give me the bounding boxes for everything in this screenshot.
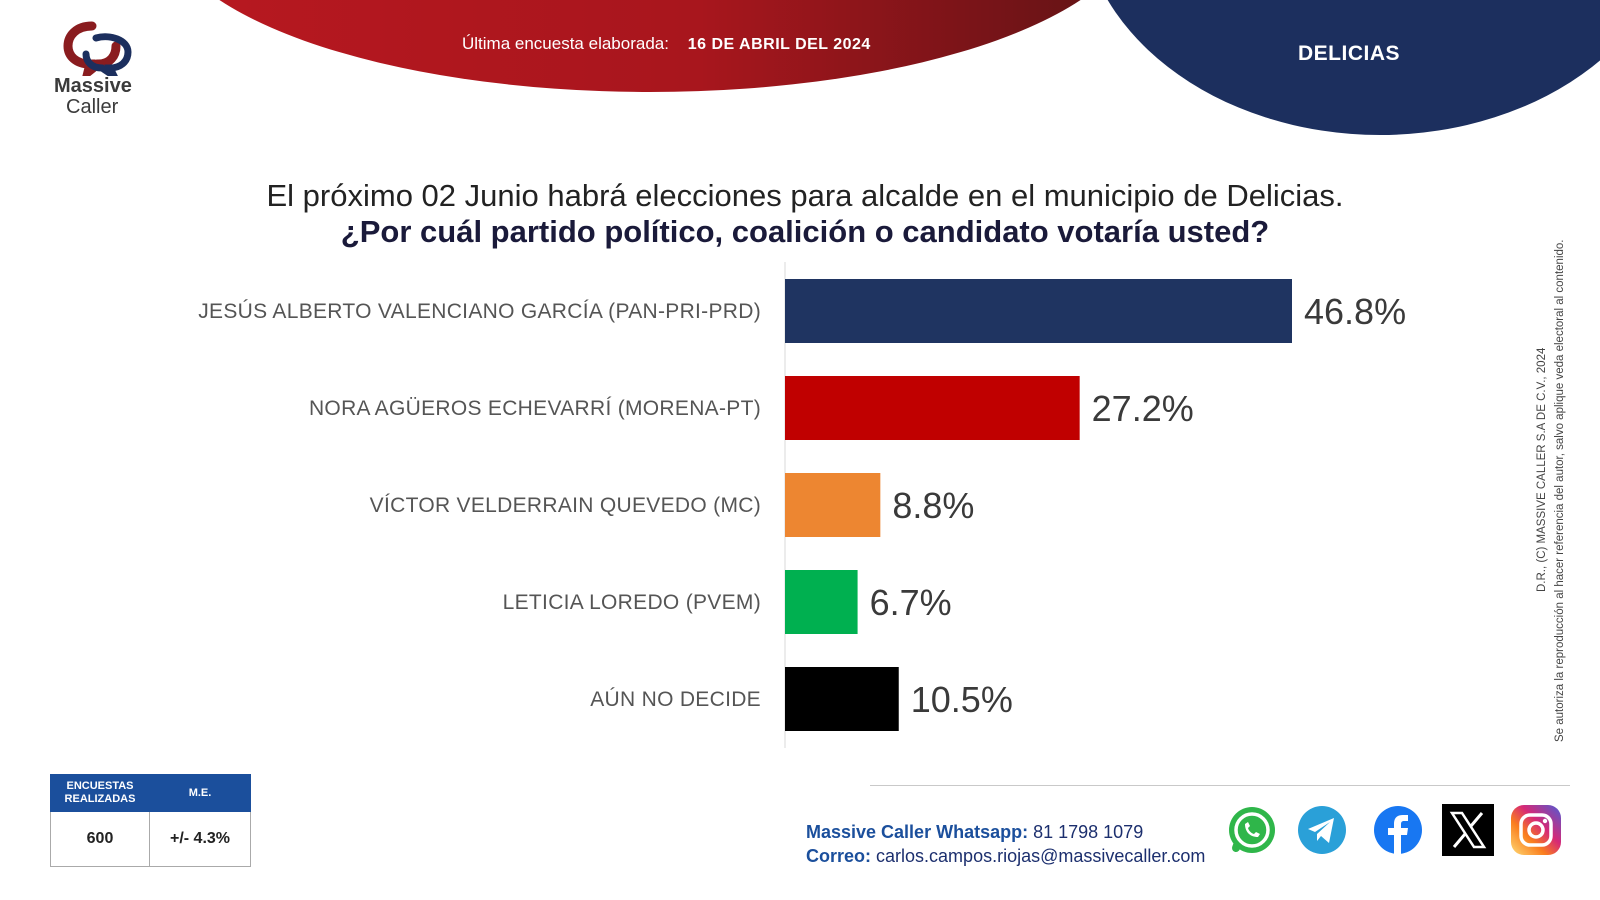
logo-word-caller: Caller bbox=[66, 96, 119, 118]
value-label-2: 8.8% bbox=[892, 485, 974, 526]
stats-header-surveys: ENCUESTAS REALIZADAS bbox=[50, 774, 150, 812]
stats-margin-value: +/- 4.3% bbox=[149, 811, 251, 867]
footer-divider bbox=[870, 785, 1570, 786]
disclaimer-line-1: D.R., (C) MASSIVE CALLER S.A DE C.V., 20… bbox=[1536, 347, 1548, 592]
contact-email: Correo: carlos.campos.riojas@massivecall… bbox=[806, 844, 1205, 868]
stats-header-margin: M.E. bbox=[149, 774, 251, 812]
value-label-3: 6.7% bbox=[870, 582, 952, 623]
survey-date: Última encuesta elaborada: 16 DE ABRIL D… bbox=[462, 34, 871, 54]
copyright-disclaimer: D.R., (C) MASSIVE CALLER S.A DE C.V., 20… bbox=[1536, 182, 1566, 742]
survey-date-label: Última encuesta elaborada: bbox=[462, 34, 669, 53]
stats-surveys-value: 600 bbox=[50, 811, 150, 867]
x-icon[interactable] bbox=[1442, 804, 1494, 856]
city-name: DELICIAS bbox=[1298, 42, 1401, 65]
bar-3 bbox=[785, 570, 858, 634]
logo-mark-icon bbox=[63, 21, 132, 76]
whatsapp-label: Massive Caller Whatsapp: bbox=[806, 822, 1029, 842]
logo-word-massive: Massive bbox=[54, 75, 132, 97]
category-label-4: AÚN NO DECIDE bbox=[590, 688, 761, 711]
whatsapp-number: 81 1798 1079 bbox=[1033, 822, 1144, 842]
value-label-0: 46.8% bbox=[1304, 291, 1406, 332]
telegram-icon[interactable] bbox=[1296, 804, 1348, 856]
instagram-icon[interactable] bbox=[1510, 804, 1562, 856]
disclaimer-line-2: Se autoriza la reproducción al hacer ref… bbox=[1554, 239, 1566, 742]
bar-1 bbox=[785, 376, 1080, 440]
category-label-1: NORA AGÜEROS ECHEVARRÍ (MORENA-PT) bbox=[309, 397, 761, 420]
category-label-0: JESÚS ALBERTO VALENCIANO GARCÍA (PAN-PRI… bbox=[198, 300, 761, 323]
email-label: Correo: bbox=[806, 846, 872, 866]
bar-4 bbox=[785, 667, 899, 731]
facebook-icon[interactable] bbox=[1372, 804, 1424, 856]
category-label-2: VÍCTOR VELDERRAIN QUEVEDO (MC) bbox=[370, 494, 761, 517]
question-line-1: El próximo 02 Junio habrá elecciones par… bbox=[266, 178, 1344, 213]
bar-2 bbox=[785, 473, 881, 537]
value-label-4: 10.5% bbox=[911, 679, 1013, 720]
value-label-1: 27.2% bbox=[1092, 388, 1194, 429]
question-line-2: ¿Por cuál partido político, coalición o … bbox=[340, 214, 1270, 249]
survey-date-value: 16 DE ABRIL DEL 2024 bbox=[687, 36, 871, 53]
bar-0 bbox=[785, 279, 1292, 343]
survey-stats-table: ENCUESTAS REALIZADAS M.E. 600 +/- 4.3% bbox=[50, 774, 251, 867]
whatsapp-icon[interactable] bbox=[1226, 804, 1278, 856]
massive-caller-logo: Massive Caller bbox=[46, 16, 156, 126]
category-label-3: LETICIA LOREDO (PVEM) bbox=[503, 591, 761, 614]
contact-whatsapp: Massive Caller Whatsapp: 81 1798 1079 bbox=[806, 820, 1205, 844]
contact-info: Massive Caller Whatsapp: 81 1798 1079 Co… bbox=[806, 820, 1205, 868]
email-address[interactable]: carlos.campos.riojas@massivecaller.com bbox=[876, 846, 1206, 866]
